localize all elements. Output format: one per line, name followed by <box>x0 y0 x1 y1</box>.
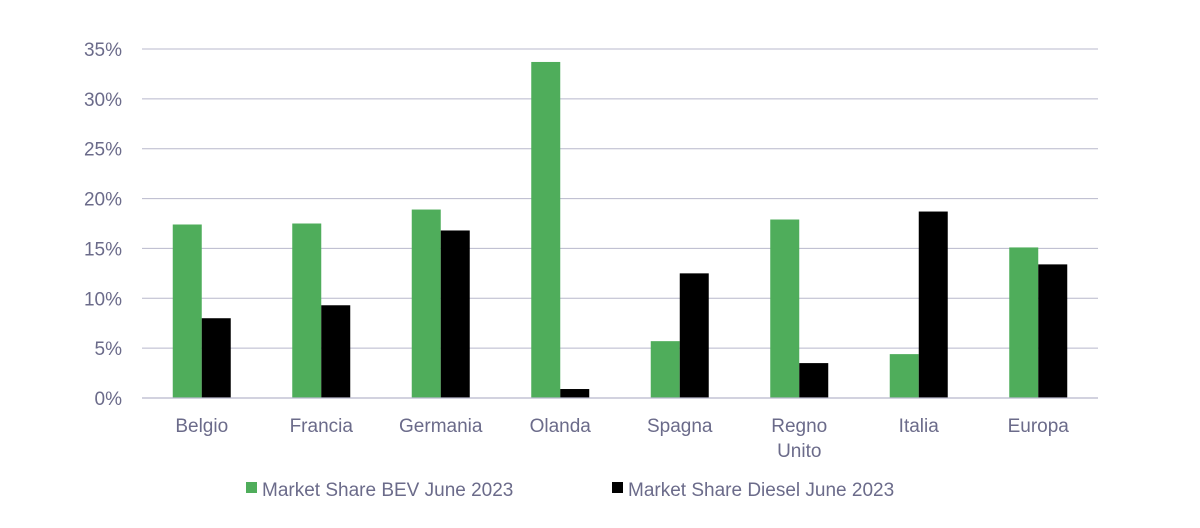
category-label: Francia <box>290 416 354 437</box>
category-label: Italia <box>899 416 940 437</box>
category-labels: Belgio Francia Germania Olanda Spagna Regno Un… <box>175 416 1069 462</box>
bar-diesel <box>799 363 829 398</box>
y-tick-label: 15% <box>84 239 122 260</box>
bar-bev <box>531 61 561 398</box>
bars <box>172 61 1068 398</box>
bar-bev <box>292 223 322 398</box>
y-tick-label: 10% <box>84 289 122 310</box>
category-label: Regno <box>771 416 827 437</box>
bar-diesel <box>201 318 231 398</box>
y-tick-label: 30% <box>84 90 122 111</box>
category-label: Spagna <box>647 416 713 437</box>
category-label: Europa <box>1008 416 1070 437</box>
legend-swatch <box>612 482 623 493</box>
category-label: Germania <box>399 416 483 437</box>
legend: Market Share BEV June 2023 Market Share D… <box>246 480 894 501</box>
y-tick-label: 35% <box>84 40 122 61</box>
y-tick-label: 20% <box>84 190 122 211</box>
bar-bev <box>770 219 800 398</box>
bar-bev <box>172 224 202 398</box>
bar-diesel <box>440 230 470 398</box>
bar-diesel <box>1038 264 1068 398</box>
y-tick-label: 25% <box>84 140 122 161</box>
bar-bev <box>411 209 441 398</box>
gridlines <box>142 48 1098 349</box>
bar-bev <box>889 354 919 398</box>
y-tick-label: 5% <box>95 339 123 360</box>
bar-diesel <box>918 211 948 398</box>
category-label: Belgio <box>175 416 228 437</box>
y-axis-tick-labels: 0% 5% 10% 15% 20% 25% 30% 35% <box>84 40 122 410</box>
bar-diesel <box>321 305 351 398</box>
bar-bev <box>650 341 680 398</box>
bar-diesel <box>560 389 590 398</box>
legend-label: Market Share BEV June 2023 <box>262 480 513 501</box>
bar-diesel <box>679 273 709 398</box>
bar-bev <box>1009 247 1039 398</box>
category-label: Olanda <box>530 416 592 437</box>
category-label: Unito <box>777 441 821 462</box>
legend-label: Market Share Diesel June 2023 <box>628 480 894 501</box>
y-tick-label: 0% <box>95 389 123 410</box>
legend-swatch <box>246 482 257 493</box>
